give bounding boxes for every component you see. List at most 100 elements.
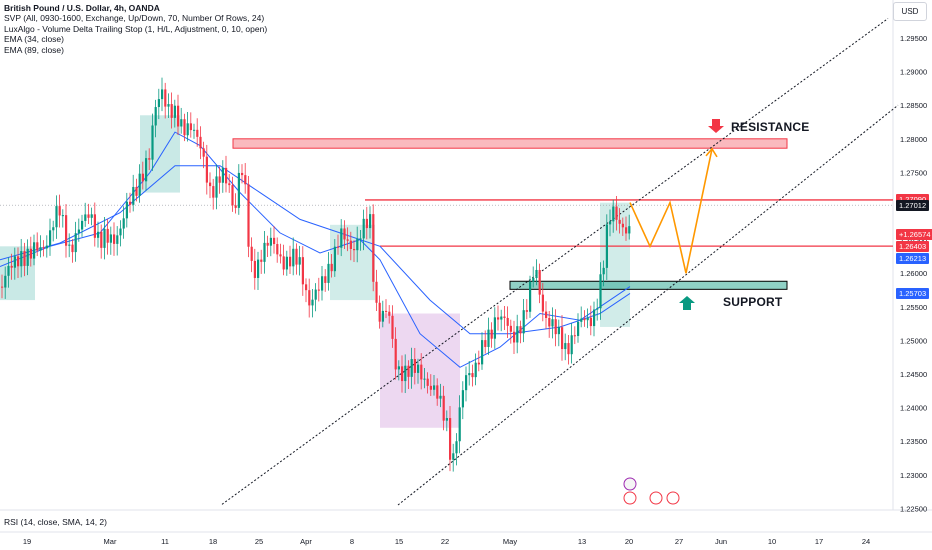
candle-body	[97, 231, 100, 238]
y-tick-label: 1.25000	[900, 336, 927, 345]
candle-body	[433, 385, 436, 390]
candle-body	[164, 89, 167, 107]
candle-body	[10, 265, 13, 268]
candle-body	[474, 362, 477, 378]
ema89-indicator[interactable]: EMA (89, close)	[4, 44, 64, 55]
candle-body	[321, 276, 324, 291]
candle-body	[506, 317, 509, 326]
candle-body	[180, 119, 183, 127]
candle-body	[269, 237, 272, 246]
candle-body	[87, 214, 90, 218]
flag-event-icon	[666, 491, 680, 505]
candle-body	[596, 308, 599, 310]
y-tick-label: 1.24500	[900, 370, 927, 379]
candle-body	[231, 185, 234, 206]
x-tick-label: 22	[441, 537, 449, 546]
candle-body	[535, 269, 538, 278]
projection-arrowhead	[705, 147, 718, 158]
candle-body	[151, 125, 154, 160]
candle-body	[532, 277, 535, 282]
candle-body	[589, 317, 592, 327]
candle-body	[625, 227, 628, 234]
x-tick-label: 11	[161, 537, 169, 546]
candle-body	[557, 327, 560, 335]
candle-body	[157, 99, 160, 108]
candle-body	[1, 286, 4, 288]
candle-body	[132, 186, 135, 205]
candle-body	[199, 136, 202, 149]
candle-body	[618, 219, 621, 224]
candle-body	[244, 175, 247, 185]
candle-body	[356, 238, 359, 251]
candle-body	[68, 244, 71, 246]
trail-region-bull	[600, 202, 630, 327]
candle-body	[503, 316, 506, 318]
candle-body	[282, 256, 285, 270]
price-badge: +1.26574	[896, 229, 932, 241]
candle-body	[397, 366, 400, 370]
candle-body	[314, 289, 317, 300]
candle-body	[330, 263, 333, 272]
candle-body	[423, 378, 426, 380]
candle-body	[602, 267, 605, 275]
candle-body	[317, 289, 320, 291]
candle-body	[404, 365, 407, 382]
candle-body	[257, 259, 260, 278]
candle-body	[538, 269, 541, 295]
candle-body	[189, 123, 192, 131]
down-arrow-icon	[708, 119, 724, 133]
candle-body	[237, 172, 240, 208]
candle-body	[23, 251, 26, 266]
candle-body	[58, 206, 61, 216]
x-tick-label: 10	[768, 537, 776, 546]
candle-body	[55, 206, 58, 228]
candle-body	[599, 274, 602, 309]
candle-body	[442, 395, 445, 421]
candle-body	[375, 281, 378, 303]
candle-body	[285, 256, 288, 270]
candle-body	[615, 206, 618, 220]
candle-body	[413, 359, 416, 373]
candle-body	[209, 182, 212, 187]
ema89-line	[0, 165, 631, 335]
candle-body	[522, 310, 525, 334]
support-zone	[509, 280, 788, 290]
luxalgo-indicator[interactable]: LuxAlgo - Volume Delta Trailing Stop (1,…	[4, 23, 268, 34]
candle-body	[279, 254, 282, 257]
candle-body	[250, 246, 253, 261]
currency-button[interactable]: USD	[893, 2, 927, 21]
candle-body	[394, 338, 397, 370]
svp-indicator[interactable]: SVP (All, 0930-1600, Exchange, Up/Down, …	[4, 13, 265, 24]
candle-body	[263, 242, 266, 262]
candle-body	[605, 224, 608, 268]
candle-body	[141, 173, 144, 182]
candle-body	[154, 107, 157, 126]
candle-body	[228, 183, 231, 186]
candle-body	[452, 453, 455, 460]
candle-body	[621, 223, 624, 228]
trail-region-bull	[330, 224, 375, 301]
y-tick-label: 1.26500	[900, 236, 927, 245]
x-tick-label: 18	[209, 537, 217, 546]
candle-body	[561, 327, 564, 350]
y-tick-label: 1.23500	[900, 437, 927, 446]
candle-body	[481, 340, 484, 365]
candle-body	[471, 373, 474, 378]
trend-channel-line	[397, 104, 899, 506]
candle-body	[45, 245, 48, 249]
ema34-indicator[interactable]: EMA (34, close)	[4, 34, 64, 45]
candle-body	[93, 214, 96, 238]
candle-body	[359, 238, 362, 240]
candle-body	[340, 228, 343, 248]
flag-event-icon	[623, 491, 637, 505]
candle-body	[173, 105, 176, 118]
projection-path	[629, 148, 713, 274]
symbol-title[interactable]: British Pound / U.S. Dollar, 4h, OANDA	[4, 3, 160, 13]
candle-body	[388, 311, 391, 316]
rsi-indicator-label[interactable]: RSI (14, close, SMA, 14, 2)	[4, 517, 107, 527]
candle-body	[113, 234, 116, 244]
candle-body	[289, 256, 292, 267]
flag-event-icon	[649, 491, 663, 505]
candle-body	[548, 317, 551, 327]
